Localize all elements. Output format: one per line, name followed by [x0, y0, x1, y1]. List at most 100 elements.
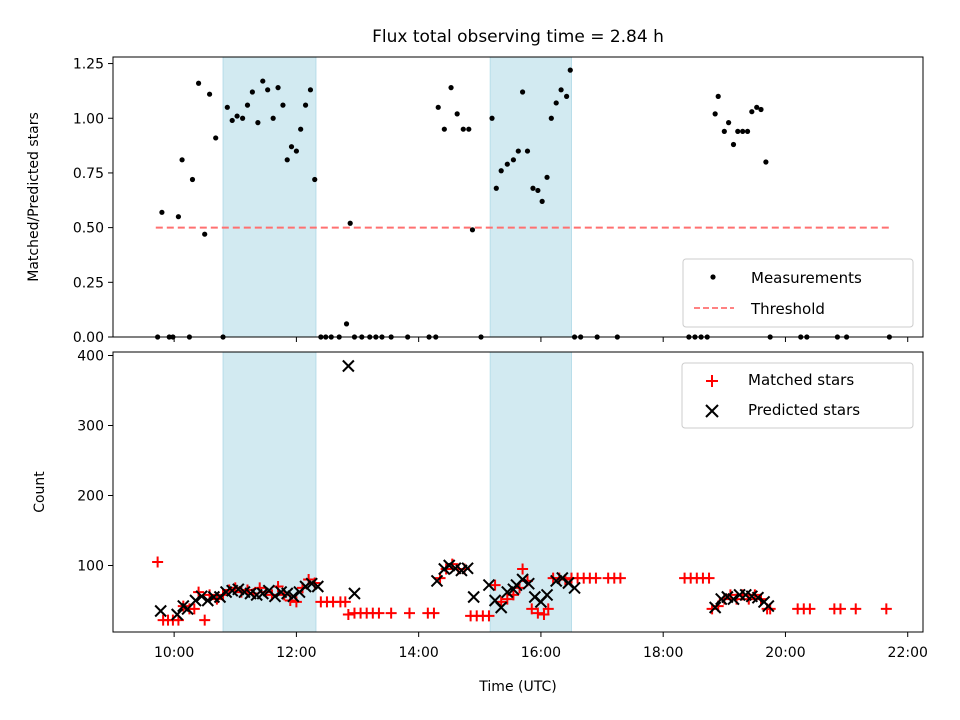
bottom-panel: 100 200 300 400 10:00 12:00 14:00 16:00 18:00 20…	[32, 349, 928, 696]
measurement-point	[721, 128, 727, 134]
predicted-star-point	[443, 559, 456, 572]
measurement-point	[489, 115, 495, 121]
predicted-star-point	[467, 590, 480, 604]
matched-star-point	[342, 609, 354, 620]
legend-measurements-label: Measurements	[751, 269, 862, 287]
predicted-star-point	[189, 594, 202, 607]
predicted-star-point	[287, 590, 300, 603]
predicted-star-point	[461, 562, 474, 575]
matched-star-point	[526, 603, 538, 615]
predicted-star-point	[727, 592, 740, 606]
predicted-star-point	[154, 604, 167, 618]
measurement-point	[312, 176, 318, 183]
measurement-point	[255, 120, 261, 126]
measurement-point	[740, 128, 746, 134]
measurement-point	[284, 157, 290, 163]
measurement-point	[539, 198, 545, 204]
predicted-star-point	[430, 574, 444, 588]
measurement-point	[229, 117, 235, 124]
top-plot-frame	[112, 56, 924, 338]
measurement-point	[224, 104, 230, 110]
measurement-point	[213, 135, 219, 141]
measurement-point	[288, 144, 295, 150]
predicted-star-point	[256, 587, 269, 600]
matched-star-point	[614, 572, 626, 584]
predicted-star-point	[482, 578, 496, 592]
matched-star-point	[403, 607, 415, 619]
measurement-point	[498, 168, 504, 174]
measurement-point	[307, 87, 314, 93]
measurement-point	[249, 89, 255, 95]
measurement-point	[712, 111, 718, 117]
measurement-point	[454, 111, 460, 117]
y-tick-label: 300	[77, 419, 104, 435]
shaded-span	[222, 56, 317, 338]
measurement-point	[744, 128, 751, 134]
matched-star-point	[834, 603, 846, 615]
predicted-star-point	[494, 601, 508, 614]
measurement-point	[179, 157, 185, 163]
bottom-legend: Matched stars Predicted stars	[681, 362, 914, 429]
predicted-star-point	[550, 574, 563, 588]
measurement-point	[754, 104, 760, 110]
matched-star-point	[339, 596, 351, 608]
measurement-point	[515, 148, 521, 154]
measurement-point	[460, 126, 466, 132]
measurement-point	[189, 176, 196, 183]
measurement-point	[535, 187, 541, 194]
matched-star-point	[199, 614, 211, 626]
top-y-axis: 0.00 0.25 0.50 0.75 1.00 1.25	[73, 57, 113, 346]
bottom-x-axis: 10:00 12:00 14:00 16:00 18:00 20:00 22:00	[154, 632, 928, 661]
measurement-point	[435, 104, 441, 110]
measurement-point	[234, 113, 240, 119]
measurement-point	[280, 102, 286, 108]
matched-star-point	[373, 607, 385, 619]
x-tick-label: 10:00	[154, 645, 194, 661]
matched-star-point	[538, 609, 550, 620]
predicted-star-point	[232, 583, 245, 596]
legend-threshold-label: Threshold	[750, 300, 825, 318]
matched-star-point	[590, 572, 602, 584]
predicted-star-point	[751, 591, 765, 604]
measurement-point	[493, 185, 499, 191]
predicted-stars-points	[154, 359, 775, 621]
y-tick-label: 0.50	[73, 221, 104, 237]
x-tick-label: 20:00	[765, 645, 805, 661]
predicted-star-point	[348, 587, 361, 600]
measurement-point	[159, 209, 165, 215]
y-tick-label: 100	[77, 559, 104, 575]
measurement-point	[726, 120, 732, 126]
measurement-point	[530, 185, 536, 191]
measurement-point	[206, 91, 213, 97]
measurement-point	[195, 80, 202, 86]
matched-star-point	[385, 607, 397, 619]
measurement-point	[735, 128, 741, 134]
matched-star-point	[517, 563, 529, 575]
measurement-point	[519, 89, 526, 95]
measurement-point	[553, 100, 559, 106]
predicted-star-point	[568, 581, 581, 595]
measurement-point	[466, 126, 472, 132]
bottom-y-axis: 100 200 300 400	[77, 349, 113, 575]
legend-measurements-marker	[710, 274, 716, 280]
top-panel: 0.00 0.25 0.50 0.75 1.00 1.25 Matched/Predict…	[26, 56, 924, 346]
predicted-star-point	[195, 590, 208, 603]
measurement-point	[260, 78, 266, 84]
y-tick-label: 200	[77, 489, 104, 505]
predicted-star-point	[708, 601, 722, 614]
measurement-point	[564, 93, 570, 99]
measurement-point	[448, 85, 454, 91]
legend-predicted-marker	[705, 404, 719, 418]
predicted-star-point	[305, 577, 318, 590]
measurement-point	[293, 148, 299, 154]
top-x-ticks	[173, 337, 909, 342]
bottom-y-axis-label: Count	[32, 471, 48, 513]
measurement-point	[758, 106, 764, 113]
y-tick-label: 0.25	[73, 275, 104, 291]
predicted-star-point	[522, 577, 535, 590]
y-tick-label: 1.00	[73, 111, 104, 127]
measurement-point	[544, 174, 550, 180]
predicted-star-point	[311, 580, 324, 593]
measurement-point	[298, 126, 304, 132]
